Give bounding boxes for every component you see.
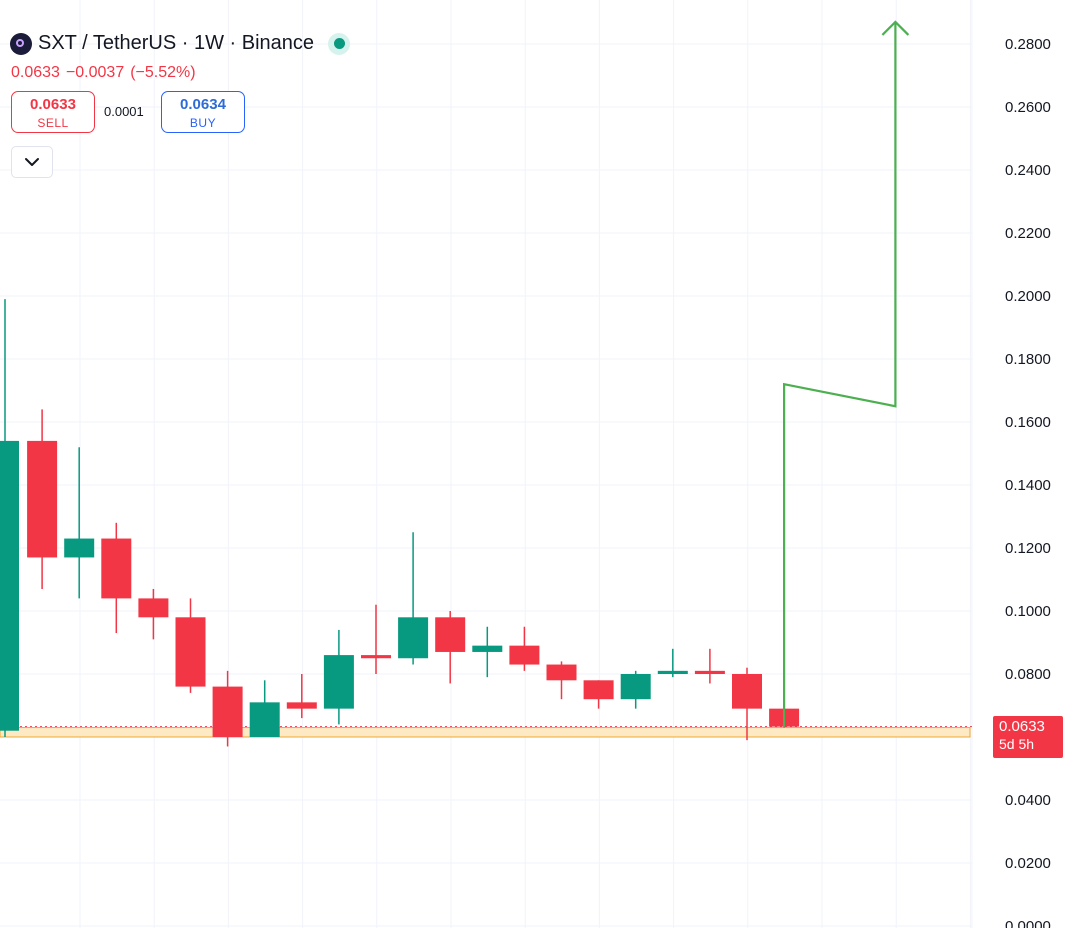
candle-body — [435, 617, 466, 652]
candle — [101, 522, 132, 634]
candle — [323, 629, 354, 725]
y-tick-label: 0.1000 — [1005, 603, 1051, 620]
buy-label: BUY — [189, 116, 217, 130]
candle-body — [509, 645, 540, 665]
candle-body — [732, 674, 762, 709]
y-tick-label: 0.2400 — [1005, 162, 1051, 179]
y-tick-label: 0.0400 — [1005, 792, 1051, 809]
candle-body — [398, 617, 429, 659]
price-change-row: 0.0633 −0.0037 (−5.52%) — [11, 64, 196, 82]
candle-body — [472, 645, 503, 652]
y-tick-label: 0.2800 — [1005, 36, 1051, 53]
candle — [657, 648, 688, 678]
candle-body — [620, 674, 651, 700]
y-tick-label: 0.0200 — [1005, 855, 1051, 872]
support-zone — [0, 727, 971, 738]
candle — [64, 447, 95, 599]
y-tick-label: 0.2200 — [1005, 225, 1051, 242]
candle — [138, 588, 169, 640]
candle — [249, 680, 280, 737]
arrow-head-icon — [881, 20, 910, 36]
candles — [0, 299, 800, 747]
candle-body — [361, 655, 391, 659]
candle-body — [583, 680, 614, 700]
candle-body — [249, 702, 280, 737]
symbol-title[interactable]: SXT / TetherUS · 1W · Binance — [38, 32, 315, 54]
projection-line — [782, 21, 897, 727]
candle — [212, 670, 243, 747]
current-price-label: 0.0633 — [999, 718, 1045, 735]
candle — [546, 661, 577, 700]
candle — [27, 409, 58, 589]
buy-price: 0.0634 — [180, 96, 226, 113]
candle-body — [0, 440, 19, 731]
y-tick-label: 0.1800 — [1005, 351, 1051, 368]
symbol-header: SXT / TetherUS · 1W · Binance — [10, 32, 351, 55]
candle — [0, 299, 19, 737]
candle — [694, 648, 725, 684]
candle-body — [138, 598, 169, 618]
sell-price: 0.0633 — [30, 96, 76, 113]
candle — [286, 674, 317, 719]
y-tick-label: 0.2000 — [1005, 288, 1051, 305]
candle-body — [64, 538, 95, 558]
candle — [361, 604, 391, 674]
price-change: −0.0037 — [65, 64, 125, 81]
y-tick-label: 0.0800 — [1005, 666, 1051, 683]
bar-countdown: 5d 5h — [999, 736, 1035, 752]
y-tick-label: 0.1200 — [1005, 540, 1051, 557]
candle — [398, 532, 429, 665]
support-zone-rect — [0, 727, 971, 738]
buy-button[interactable]: 0.0634 BUY — [161, 91, 245, 133]
candle — [509, 626, 540, 671]
y-tick-label: 0.1400 — [1005, 477, 1051, 494]
y-tick-label: 0.2600 — [1005, 99, 1051, 116]
candle — [472, 626, 503, 678]
candle — [583, 680, 614, 709]
collapse-toggle-button[interactable] — [11, 146, 53, 178]
candle-body — [27, 440, 58, 558]
price-change-percent: (−5.52%) — [130, 64, 196, 81]
candle — [435, 611, 466, 684]
sell-label: SELL — [37, 116, 69, 130]
spread-value: 0.0001 — [104, 104, 144, 119]
candle-body — [657, 670, 688, 674]
y-tick-label: 0.1600 — [1005, 414, 1051, 431]
sell-button[interactable]: 0.0633 SELL — [11, 91, 95, 133]
candle-body — [212, 686, 243, 737]
sxt-coin-icon — [10, 32, 32, 55]
candle-body — [175, 617, 206, 687]
chevron-down-icon — [25, 158, 39, 166]
price-axis: 0.00000.02000.04000.06000.08000.10000.12… — [1005, 36, 1051, 928]
y-tick-label: 0.0000 — [1005, 918, 1051, 928]
candle-body — [101, 538, 132, 599]
chart-grid — [0, 0, 973, 928]
candle — [732, 667, 762, 741]
candle-body — [323, 655, 354, 709]
last-price: 0.0633 — [11, 64, 60, 81]
current-price-tag: 0.0633 5d 5h — [993, 716, 1063, 758]
candle-body — [286, 702, 317, 709]
candle-body — [694, 670, 725, 674]
candle — [175, 598, 206, 693]
candle — [620, 670, 651, 709]
market-open-icon — [328, 32, 351, 55]
projection-arrow — [782, 20, 910, 727]
candle-body — [546, 664, 577, 681]
